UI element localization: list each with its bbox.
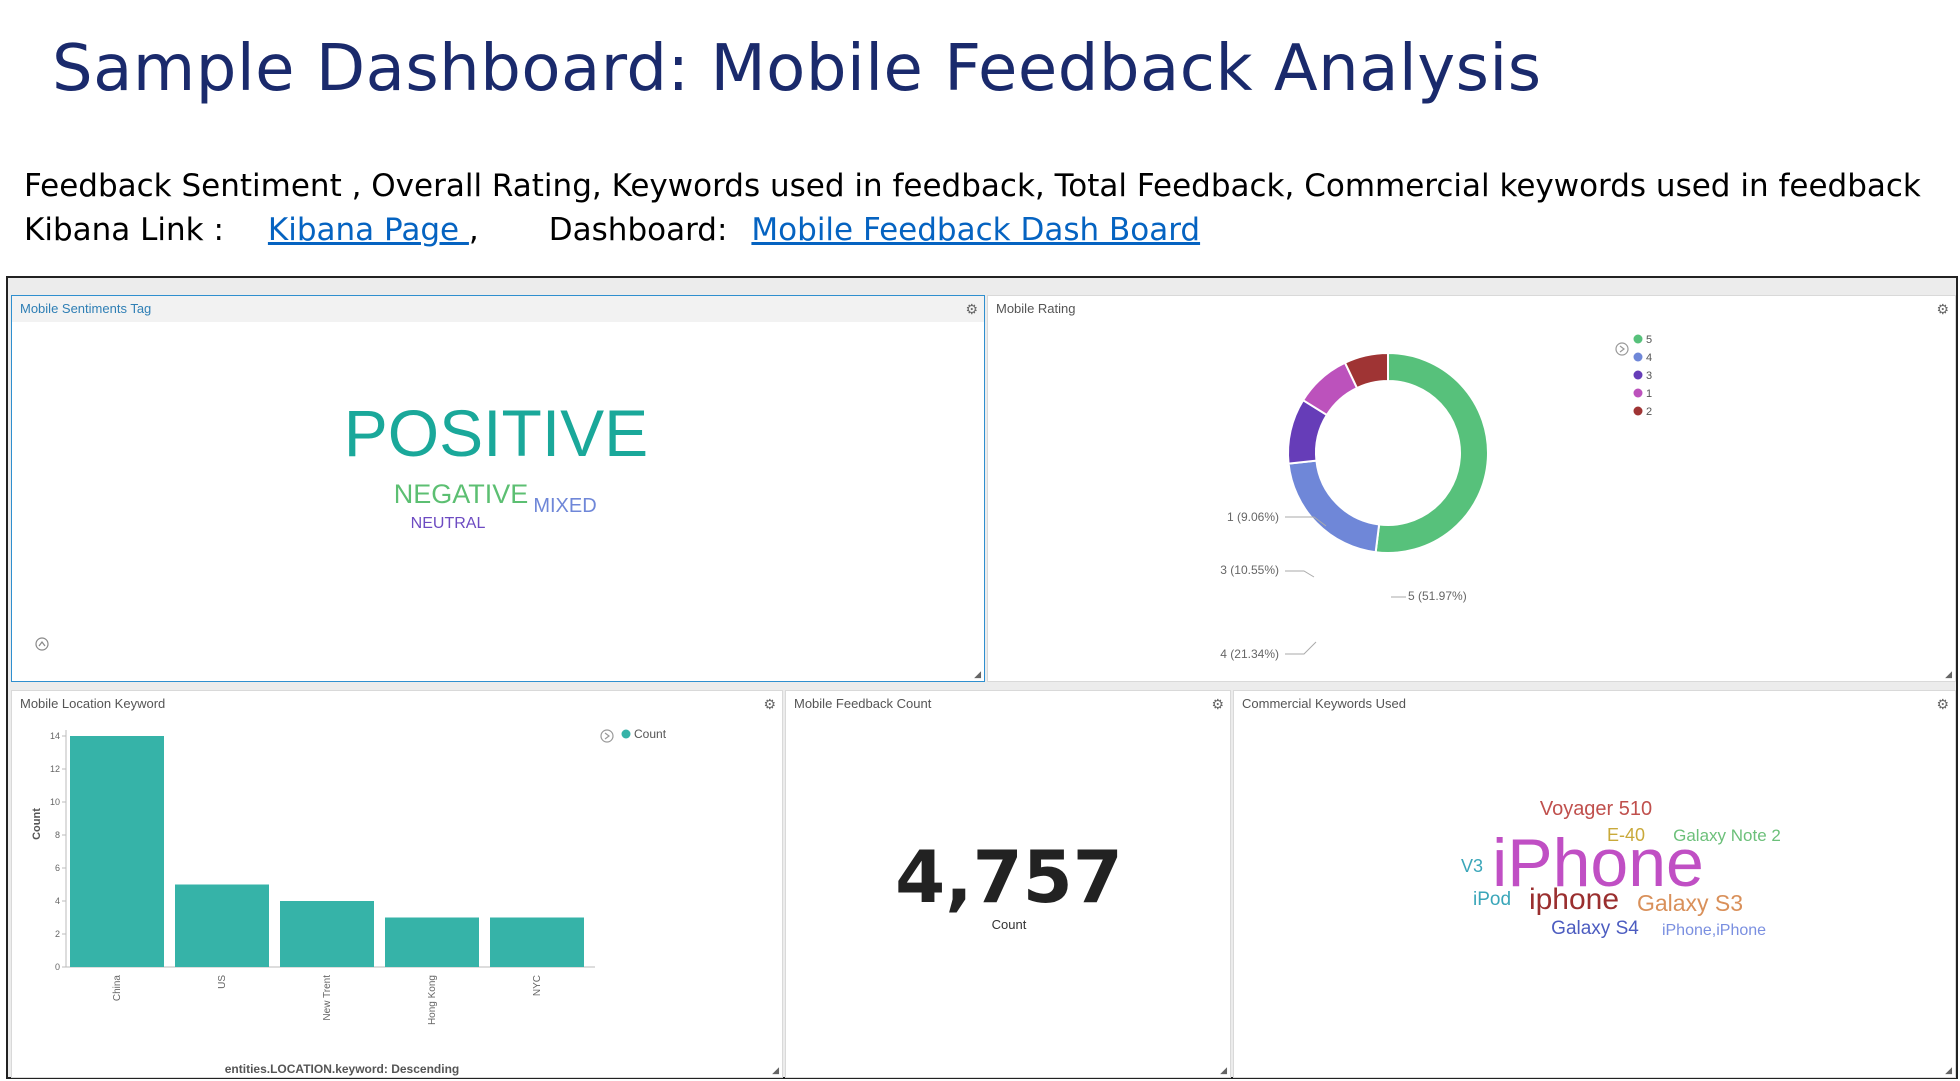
gear-icon[interactable]: ⚙ [1936,696,1949,712]
rating-panel-header: Mobile Rating ⚙ [988,296,1955,322]
rating-donut-chart: 1 (9.06%) 3 (10.55%) 4 (21.34%) 5 (51.97… [1220,334,1652,661]
metric-value: 4,757 [895,835,1123,919]
link-line: Kibana Link : Kibana Page , Dashboard: Mobi… [24,212,1200,248]
tag-ipod[interactable]: iPod [1473,889,1511,910]
slide-subtitle: Feedback Sentiment , Overall Rating, Key… [24,168,1921,204]
location-panel-header: Mobile Location Keyword ⚙ [12,691,782,717]
legend-label-1[interactable]: 1 [1646,388,1652,400]
sentiment-panel-header: Mobile Sentiments Tag ⚙ [12,296,984,322]
y-tick-label: 12 [50,764,60,774]
slice-label-1: 1 (9.06%) [1227,510,1279,524]
legend-swatch-3 [1633,370,1643,380]
y-tick-label: 4 [55,896,60,906]
tag-negative[interactable]: NEGATIVE [394,479,529,509]
commercial-tag-cloud: Voyager 510 E-40 Galaxy Note 2 V3 iPhone… [1461,798,1781,939]
sentiment-tag-cloud: POSITIVE NEGATIVE MIXED NEUTRAL [35,396,648,651]
count-panel-title: Mobile Feedback Count [794,696,932,711]
donut-labels: 1 (9.06%) 3 (10.55%) 4 (21.34%) 5 (51.97… [1220,510,1466,661]
donut-slice-4[interactable] [1287,459,1381,554]
slide-title: Sample Dashboard: Mobile Feedback Analys… [52,32,1542,106]
gear-icon[interactable]: ⚙ [1936,301,1949,317]
tag-iphone-lower[interactable]: iphone [1529,883,1619,916]
link-separator: , [468,212,479,248]
gear-icon[interactable]: ⚙ [763,696,776,712]
y-tick-label: 10 [50,797,60,807]
bar-hong-kong[interactable] [385,917,479,968]
tag-galaxy-note-2[interactable]: Galaxy Note 2 [1673,826,1781,845]
legend-label-5[interactable]: 5 [1646,334,1652,346]
count-panel[interactable]: Mobile Feedback Count ⚙ 4,757 Count ◢ [785,690,1231,1078]
tag-iphone-large[interactable]: iPhone [1492,825,1704,901]
legend-label-3[interactable]: 3 [1646,370,1652,382]
commercial-panel-title: Commercial Keywords Used [1242,696,1406,711]
rating-panel[interactable]: Mobile Rating ⚙ 1 (9.06%) 3 (10.55%) 4 (… [987,295,1956,682]
tag-positive[interactable]: POSITIVE [344,396,648,470]
kibana-page-link[interactable]: Kibana Page [267,212,469,248]
tag-galaxy-s4[interactable]: Galaxy S4 [1551,918,1639,939]
tag-galaxy-s3[interactable]: Galaxy S3 [1637,890,1743,916]
metric-label: Count [991,917,1027,932]
dashboard-link[interactable]: Mobile Feedback Dash Board [751,212,1201,248]
tag-e-40[interactable]: E-40 [1607,825,1645,845]
y-tick-label: 14 [50,731,60,741]
slice-label-3: 3 (10.55%) [1220,563,1279,577]
bar-nyc[interactable] [490,917,584,968]
x-tick-label: US [217,975,228,989]
sentiment-panel-title: Mobile Sentiments Tag [20,301,152,316]
x-tick-label: Hong Kong [427,975,438,1025]
legend-toggle-icon[interactable] [1615,342,1629,356]
rating-panel-title: Mobile Rating [996,301,1076,316]
slice-label-4: 4 (21.34%) [1220,647,1279,661]
sentiment-panel[interactable]: Mobile Sentiments Tag ⚙ POSITIVE NEGATIV… [11,295,985,682]
tag-neutral[interactable]: NEUTRAL [411,515,486,532]
resize-handle-icon[interactable]: ◢ [1945,1065,1952,1075]
legend-label-2[interactable]: 2 [1646,406,1652,418]
x-axis-label: entities.LOCATION.keyword: Descending [225,1062,459,1076]
x-tick-label: New Trent [322,975,333,1021]
x-tick-label: China [112,975,123,1002]
collapse-icon[interactable] [35,637,49,651]
legend-swatch-5 [1633,334,1643,344]
bar-new-trent[interactable] [280,901,374,967]
legend-toggle-icon[interactable] [600,729,614,743]
y-tick-label: 8 [55,830,60,840]
slice-label-5: 5 (51.97%) [1408,589,1467,603]
donut-slice-2[interactable] [1343,351,1389,390]
location-panel-title: Mobile Location Keyword [20,696,166,711]
legend-swatch-4 [1633,352,1643,362]
kibana-label: Kibana Link : [24,212,224,248]
resize-handle-icon[interactable]: ◢ [1220,1065,1227,1075]
resize-handle-icon[interactable]: ◢ [1945,669,1952,679]
legend-swatch-2 [1633,406,1643,416]
tag-voyager-510[interactable]: Voyager 510 [1540,798,1652,820]
y-tick-label: 0 [55,962,60,972]
commercial-panel-header: Commercial Keywords Used ⚙ [1234,691,1955,717]
gear-icon[interactable]: ⚙ [965,301,978,317]
legend-label-4[interactable]: 4 [1646,352,1652,364]
dashboard-frame: Mobile Sentiments Tag ⚙ POSITIVE NEGATIV… [6,276,1958,1079]
legend-swatch [621,729,631,739]
y-tick-label: 2 [55,929,60,939]
resize-handle-icon[interactable]: ◢ [974,669,981,679]
y-axis-label: Count [31,808,43,840]
rating-legend: 5 4 3 1 2 [1615,334,1652,418]
location-panel[interactable]: Mobile Location Keyword ⚙ 0 2 4 6 8 10 12 14 Ch… [11,690,783,1078]
tag-v3[interactable]: V3 [1461,856,1483,876]
legend-swatch-1 [1633,388,1643,398]
dashboard-label: Dashboard: [548,212,728,248]
location-bar-chart: 0 2 4 6 8 10 12 14 China US New Trent Hong Kong NYC… [31,727,667,1076]
tag-mixed[interactable]: MIXED [533,495,596,517]
commercial-panel[interactable]: Commercial Keywords Used ⚙ Voyager 510 E… [1233,690,1956,1078]
y-tick-label: 6 [55,863,60,873]
bar-us[interactable] [175,884,269,968]
donut-slice-5[interactable] [1374,351,1489,554]
x-tick-label: NYC [532,975,543,996]
gear-icon[interactable]: ⚙ [1211,696,1224,712]
count-panel-header: Mobile Feedback Count ⚙ [786,691,1230,717]
legend-label-count: Count [634,727,667,741]
bar-china[interactable] [70,736,164,967]
resize-handle-icon[interactable]: ◢ [772,1065,779,1075]
tag-iphone-iphone[interactable]: iPhone,iPhone [1662,922,1766,939]
